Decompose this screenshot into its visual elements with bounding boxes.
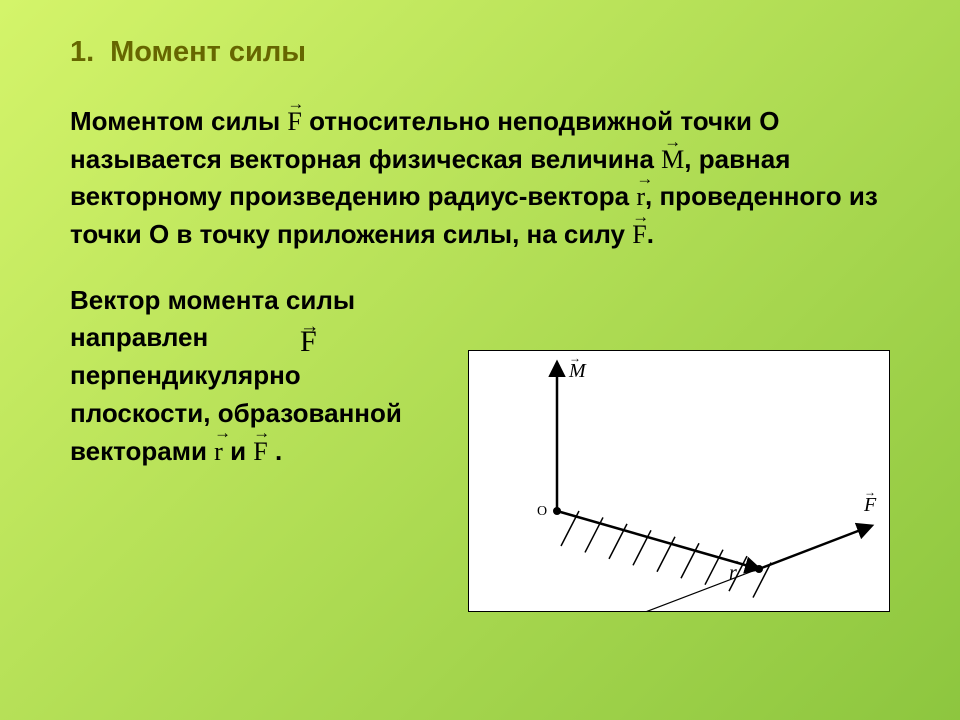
title-text: Момент силы (110, 36, 306, 68)
vector-arrow-icon: → (287, 96, 301, 113)
vector-arrow-icon: → (214, 425, 223, 442)
slide-root: 1. Момент силы Моментом силы →F относите… (0, 0, 960, 720)
svg-text:F: F (863, 494, 877, 516)
r-symbol-2: →r (214, 433, 223, 471)
vector-arrow-icon: → (253, 425, 267, 442)
svg-text:O: O (537, 504, 547, 519)
vector-arrow-icon: → (636, 171, 645, 188)
F-symbol-3: →F (253, 433, 267, 471)
vector-arrow-icon: → (632, 209, 646, 226)
F2-force-symbol: →F (632, 216, 646, 254)
direction-paragraph: Вектор момента силы направлен перпендику… (70, 282, 430, 470)
F-force-symbol: →F (287, 103, 301, 141)
svg-text:r: r (729, 562, 737, 584)
definition-paragraph: Моментом силы →F относительно неподвижно… (70, 103, 912, 254)
slide-title: 1. Момент силы (70, 36, 912, 69)
moment-vector-diagram: O→M→r→F (468, 350, 890, 612)
vector-arrow-icon: → (661, 134, 684, 151)
M-moment-symbol: →M (661, 141, 684, 179)
diagram-svg: O→M→r→F (469, 351, 889, 611)
title-number: 1. (70, 36, 102, 69)
svg-text:M: M (568, 360, 587, 382)
definition-part1a: Моментом силы (70, 106, 287, 136)
